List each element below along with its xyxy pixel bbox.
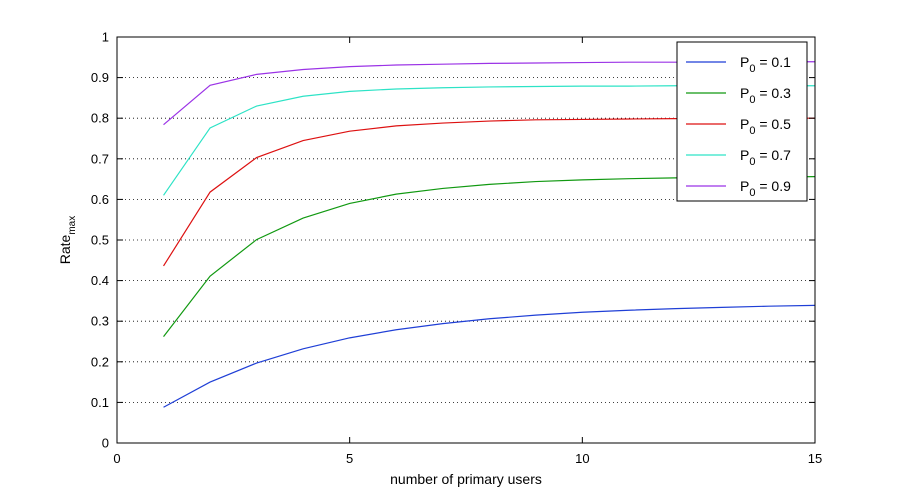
y-axis-label-subscript: max — [67, 216, 78, 235]
grid — [117, 77, 815, 403]
axis-ticks: 00.10.20.30.40.50.60.70.80.910 5 10 15 — [91, 30, 822, 467]
y-axis-label: Ratemax — [57, 216, 78, 264]
y-tick-label: 0.7 — [91, 151, 109, 166]
y-tick-label: 0.2 — [91, 354, 109, 369]
legend-label: P0 = 0.7 — [740, 147, 791, 168]
legend-box — [676, 41, 808, 202]
x-tick-label: 15 — [808, 451, 822, 466]
y-tick-label: 0.6 — [91, 192, 109, 207]
y-tick-label: 0.9 — [91, 70, 109, 85]
legend-label: P0 = 0.9 — [740, 178, 791, 199]
y-tick-label: 0.5 — [91, 233, 109, 248]
legend: P0 = 0.1 P0 = 0.3 P0 = 0.5 P0 = 0.7 P0 = 0.9 — [676, 41, 808, 202]
legend-label: P0 = 0.5 — [740, 116, 791, 137]
x-tick-label: 10 — [575, 451, 589, 466]
y-tick-label: 0.8 — [91, 111, 109, 126]
legend-label: P0 = 0.3 — [740, 85, 791, 106]
y-tick-label: 0.4 — [91, 273, 109, 288]
x-tick-label: 5 — [346, 451, 353, 466]
y-tick-label: 0.3 — [91, 314, 109, 329]
y-tick-label: 0.1 — [91, 395, 109, 410]
y-tick-label: 0 — [102, 436, 109, 451]
legend-label: P0 = 0.1 — [740, 54, 791, 75]
x-tick-label: 0 — [113, 451, 120, 466]
y-axis-label-main: Rate — [57, 234, 73, 264]
series-line — [163, 304, 816, 408]
x-axis-label: number of primary users — [390, 471, 542, 487]
y-tick-label: 1 — [102, 30, 109, 45]
